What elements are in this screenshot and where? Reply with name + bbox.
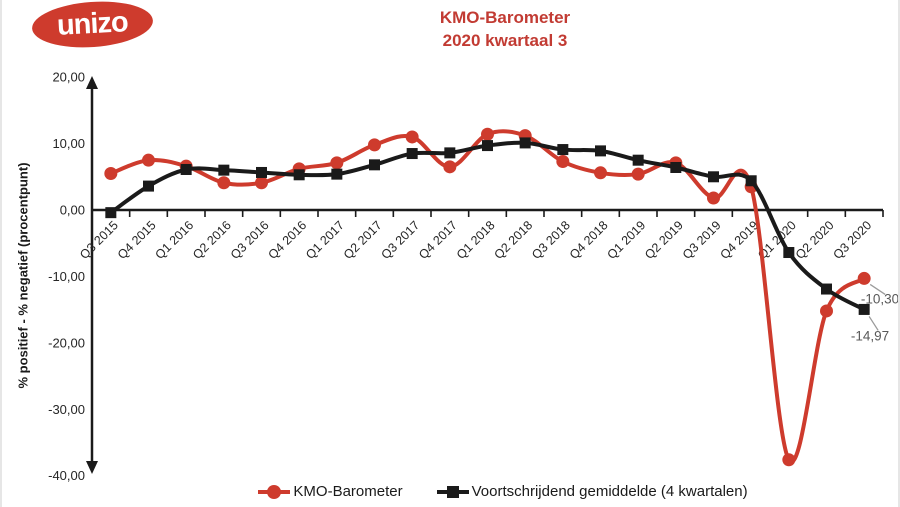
end-value-label: -14,97 [851,328,889,343]
x-category-label: Q3 2019 [680,218,724,262]
y-axis-down-arrow-icon [86,461,98,474]
end-label-voortschrijdend-gemiddelde: -14,97 [851,316,889,343]
data-point-square [482,140,493,152]
x-category-label: Q4 2015 [115,218,159,262]
end-label-kmo-barometer: -10,30 [861,283,899,306]
x-category-label: Q1 2019 [604,218,648,262]
data-point-circle [217,176,231,190]
chart-title-line1: KMO-Barometer [439,8,571,27]
x-category-label: Q3 2020 [830,218,874,262]
black-square-marker-icon [436,485,469,498]
legend-item-kmo-barometer: KMO-Barometer [258,483,403,500]
data-point-square [369,159,380,171]
x-category-label: Q2 2018 [491,218,535,262]
legend-label-voortschrijdend-gemiddelde: Voortschrijdend gemiddelde (4 kwartalen) [471,483,748,500]
y-axis-up-arrow-icon [86,76,98,89]
data-point-square [331,168,343,180]
y-tick-label: 20,00 [52,70,85,85]
data-point-circle [104,166,118,180]
data-point-square [858,303,870,315]
y-tick-label: -40,00 [48,468,85,483]
y-tick-label: 10,00 [52,136,85,151]
x-category-label: Q2 2017 [341,218,385,262]
x-category-label: Q1 2016 [152,218,196,262]
data-point-square [444,147,456,159]
series-voortschrijdend-gemiddelde [105,137,870,315]
data-point-circle [481,127,494,141]
y-axis: 20,00 10,00 0,00 -10,00 -20,00 -30,00 -40,00 [48,70,98,483]
data-point-square [708,171,719,183]
data-point-circle [782,453,796,467]
data-point-circle [142,153,155,167]
end-value-label: -10,30 [861,291,899,306]
data-point-circle [255,176,268,190]
x-category-label: Q1 2017 [303,218,347,262]
x-category-label: Q4 2017 [416,218,460,262]
x-category-label: Q1 2018 [454,218,498,262]
x-category-label: Q3 2015 [77,218,121,262]
chart-title-line2: 2020 kwartaal 3 [442,31,568,50]
legend-label-kmo-barometer: KMO-Barometer [293,483,403,500]
data-point-circle [631,167,645,181]
data-point-circle [330,156,344,170]
y-tick-label: -20,00 [48,335,85,350]
data-point-circle [820,304,833,318]
data-point-square [519,137,531,149]
data-point-circle [857,271,871,285]
data-point-square [783,247,795,259]
data-point-square [557,144,569,156]
chart-legend: KMO-Barometer Voortschrijdend gemiddelde… [108,483,898,500]
data-point-square [180,163,192,175]
data-point-circle [594,166,607,180]
chart-title: KMO-Barometer 2020 kwartaal 3 [305,6,705,52]
x-category-label: Q3 2016 [228,218,272,262]
x-category-label: Q2 2020 [793,218,837,262]
legend-item-voortschrijdend-gemiddelde: Voortschrijdend gemiddelde (4 kwartalen) [436,483,748,500]
x-category-label: Q3 2018 [529,218,573,262]
x-category-label: Q2 2016 [190,218,234,262]
x-category-label: Q4 2019 [717,218,761,262]
data-point-circle [707,191,720,205]
y-tick-label: 0,00 [60,203,85,218]
data-point-circle [368,138,381,152]
data-point-square [143,180,154,192]
y-tick-label: -30,00 [48,402,85,417]
x-category-label: Q2 2019 [642,218,686,262]
data-point-square [293,169,305,181]
data-point-square [256,166,267,178]
data-point-square [595,145,606,157]
data-point-square [105,207,117,219]
y-tick-label: -10,00 [48,269,85,284]
x-category-label: Q4 2016 [265,218,309,262]
data-point-circle [443,160,457,174]
data-point-circle [405,130,419,144]
x-category-label: Q4 2018 [567,218,611,262]
x-category-label: Q3 2017 [378,218,422,262]
data-point-square [406,148,418,160]
data-point-square [670,161,682,173]
data-point-circle [556,155,570,169]
data-point-square [632,154,644,166]
data-point-square [218,164,230,176]
data-point-square [745,175,757,187]
red-circle-marker-icon [258,484,291,499]
data-point-square [821,283,832,295]
